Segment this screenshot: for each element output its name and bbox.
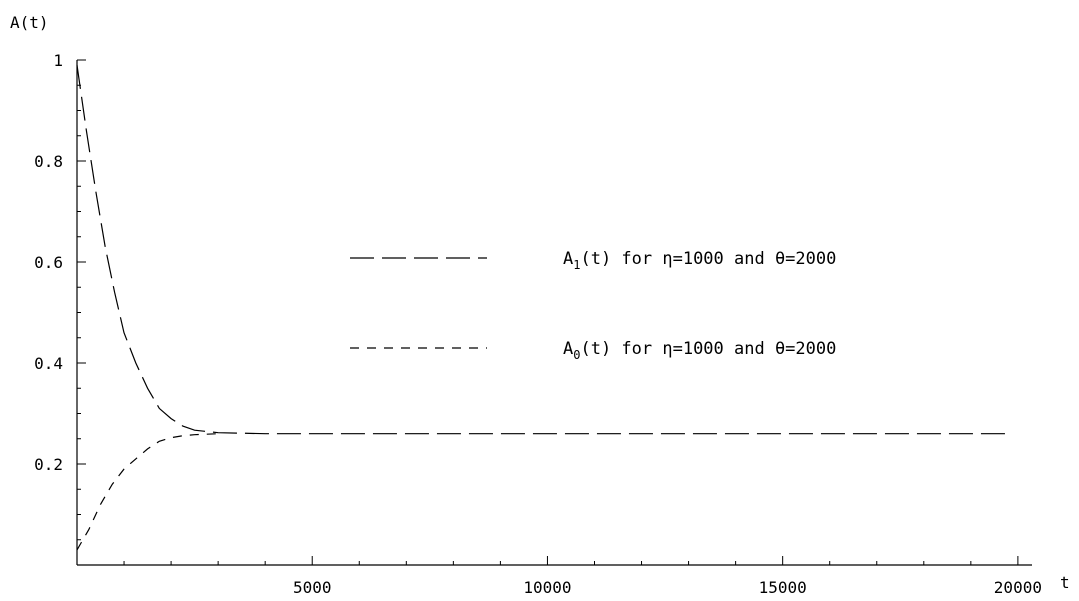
y-tick-label: 1 (53, 51, 63, 70)
series-group (76, 65, 1009, 551)
legend-label-main: A (563, 339, 573, 359)
x-tick-label: 5000 (293, 578, 332, 597)
legend-label-subscript: 1 (573, 258, 580, 272)
y-tick-label: 0.6 (34, 253, 63, 272)
legend-label-rest: (t) for η=1000 and θ=2000 (580, 249, 836, 269)
x-axis-label: t (1060, 573, 1070, 592)
x-tick-label: 15000 (759, 578, 807, 597)
y-tick-label: 0.2 (34, 455, 63, 474)
legend-label-1: A0(t) for η=1000 and θ=2000 (563, 339, 836, 362)
y-tick-label: 0.8 (34, 152, 63, 171)
series-line-0 (76, 65, 1009, 435)
legend-label-subscript: 0 (573, 348, 580, 362)
legend-label-main: A (563, 249, 573, 269)
ticks-group: 5000 10000 15000 20000 0.2 0.4 0.6 0.8 1 (34, 51, 1042, 597)
y-axis-label: A(t) (10, 13, 49, 32)
x-tick-label: 10000 (523, 578, 571, 597)
y-tick-label: 0.4 (34, 354, 63, 373)
x-tick-label: 20000 (994, 578, 1042, 597)
legend-label-rest: (t) for η=1000 and θ=2000 (580, 339, 836, 359)
legend-label-0: A1(t) for η=1000 and θ=2000 (563, 249, 836, 272)
axes: A(t) t (10, 13, 1070, 592)
series-line-1 (76, 433, 219, 551)
